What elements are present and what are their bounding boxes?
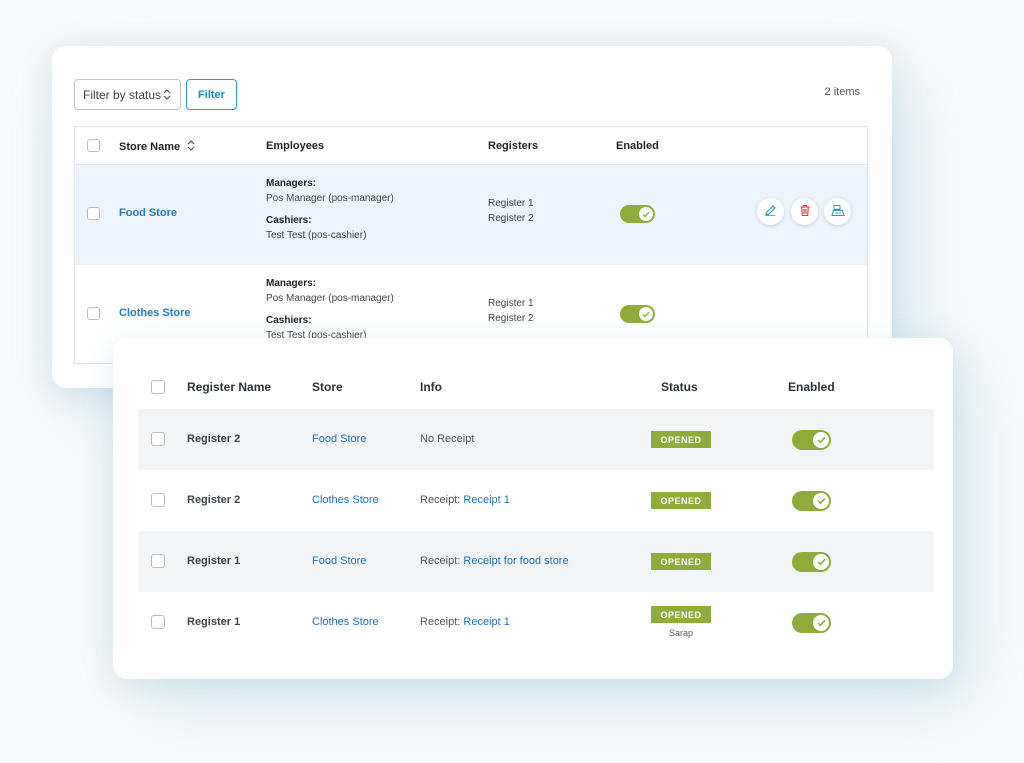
row-checkbox[interactable] — [87, 207, 100, 220]
managers-value: Pos Manager (pos-manager) — [266, 193, 394, 204]
table-row: Register 2 Clothes Store Receipt: Receip… — [138, 470, 934, 531]
register-name: Register 2 — [187, 494, 241, 506]
info-text: Receipt: — [420, 555, 461, 567]
sort-icon — [187, 140, 195, 154]
registers-panel: Register Name Store Info Status Enabled … — [113, 338, 953, 679]
info-text: Receipt: — [420, 494, 461, 506]
info-cell: Receipt: Receipt 1 — [420, 494, 510, 506]
cashiers-label: Cashiers: — [266, 315, 312, 326]
register-item: Register 1 — [488, 298, 534, 309]
store-link[interactable]: Clothes Store — [312, 616, 379, 628]
store-link[interactable]: Food Store — [312, 433, 367, 445]
column-register-name: Register Name — [187, 380, 272, 394]
filter-button[interactable]: Filter — [186, 79, 237, 110]
store-name-link[interactable]: Food Store — [119, 207, 178, 219]
check-icon — [813, 554, 829, 570]
filter-by-status-select[interactable]: Filter by status — [74, 79, 181, 110]
cashiers-label: Cashiers: — [266, 215, 312, 226]
row-checkbox[interactable] — [151, 493, 165, 507]
enabled-toggle[interactable] — [792, 613, 831, 633]
column-enabled: Enabled — [616, 140, 659, 152]
stores-table: Store Name Employees Registers Enabled F… — [74, 126, 868, 364]
enabled-toggle[interactable] — [792, 552, 831, 572]
register-name: Register 1 — [187, 616, 241, 628]
store-name-link[interactable]: Clothes Store — [119, 307, 191, 319]
items-count: 2 items — [824, 86, 860, 98]
employees-cell: Managers: Pos Manager (pos-manager) Cash… — [266, 278, 394, 341]
edit-icon — [764, 204, 777, 220]
receipt-link[interactable]: Receipt 1 — [463, 494, 510, 506]
managers-value: Pos Manager (pos-manager) — [266, 293, 394, 304]
register-item: Register 2 — [488, 213, 534, 224]
check-icon — [639, 207, 653, 221]
register-button[interactable] — [824, 198, 851, 225]
column-store-name-label: Store Name — [119, 141, 181, 153]
column-store-name[interactable]: Store Name — [119, 140, 195, 154]
info-cell: Receipt: Receipt for food store — [420, 555, 569, 567]
register-icon — [830, 204, 845, 220]
table-row: Register 1 Clothes Store Receipt: Receip… — [138, 592, 934, 653]
table-row: Register 1 Food Store Receipt: Receipt f… — [138, 531, 934, 592]
row-checkbox[interactable] — [151, 554, 165, 568]
delete-button[interactable] — [791, 198, 818, 225]
registers-cell: Register 1 Register 2 — [488, 296, 534, 326]
table-row: Food Store Managers: Pos Manager (pos-ma… — [75, 165, 867, 264]
info-text: No Receipt — [420, 433, 475, 445]
check-icon — [813, 615, 829, 631]
filter-select-label: Filter by status — [83, 87, 162, 102]
registers-table-header: Register Name Store Info Status Enabled — [138, 370, 934, 408]
info-text: Receipt: — [420, 616, 461, 628]
managers-label: Managers: — [266, 178, 317, 189]
column-registers: Registers — [488, 140, 539, 152]
managers-label: Managers: — [266, 278, 317, 289]
receipt-link[interactable]: Receipt 1 — [463, 616, 510, 628]
delete-icon — [799, 204, 811, 220]
column-employees: Employees — [266, 140, 325, 152]
enabled-toggle[interactable] — [792, 491, 831, 511]
chevron-updown-icon — [163, 88, 171, 104]
select-all-checkbox[interactable] — [151, 380, 165, 394]
edit-button[interactable] — [757, 198, 784, 225]
receipt-link[interactable]: Receipt for food store — [463, 555, 569, 567]
column-status: Status — [661, 380, 698, 394]
column-info: Info — [420, 380, 442, 394]
register-name: Register 2 — [187, 433, 241, 445]
employees-cell: Managers: Pos Manager (pos-manager) Cash… — [266, 178, 394, 241]
column-enabled: Enabled — [788, 380, 835, 394]
stores-table-header: Store Name Employees Registers Enabled — [75, 127, 867, 165]
check-icon — [813, 432, 829, 448]
status-user: Sarap — [668, 628, 694, 638]
select-all-checkbox[interactable] — [87, 139, 100, 152]
row-checkbox[interactable] — [151, 432, 165, 446]
table-row: Register 2 Food Store No Receipt OPENED — [138, 409, 934, 470]
enabled-toggle[interactable] — [620, 305, 655, 323]
row-checkbox[interactable] — [87, 307, 100, 320]
register-name: Register 1 — [187, 555, 241, 567]
info-cell: Receipt: Receipt 1 — [420, 616, 510, 628]
store-link[interactable]: Food Store — [312, 555, 367, 567]
enabled-toggle[interactable] — [620, 205, 655, 223]
registers-cell: Register 1 Register 2 — [488, 196, 534, 226]
status-badge: OPENED — [651, 492, 711, 509]
check-icon — [639, 307, 653, 321]
enabled-toggle[interactable] — [792, 430, 831, 450]
check-icon — [813, 493, 829, 509]
register-item: Register 2 — [488, 313, 534, 324]
cashiers-value: Test Test (pos-cashier) — [266, 330, 367, 341]
row-checkbox[interactable] — [151, 615, 165, 629]
store-link[interactable]: Clothes Store — [312, 494, 379, 506]
register-item: Register 1 — [488, 198, 534, 209]
status-badge: OPENED — [651, 606, 711, 623]
status-badge: OPENED — [651, 553, 711, 570]
column-store: Store — [312, 380, 343, 394]
status-badge: OPENED — [651, 431, 711, 448]
cashiers-value: Test Test (pos-cashier) — [266, 230, 367, 241]
stores-panel: Filter by status Filter 2 items Store Na… — [52, 46, 892, 388]
